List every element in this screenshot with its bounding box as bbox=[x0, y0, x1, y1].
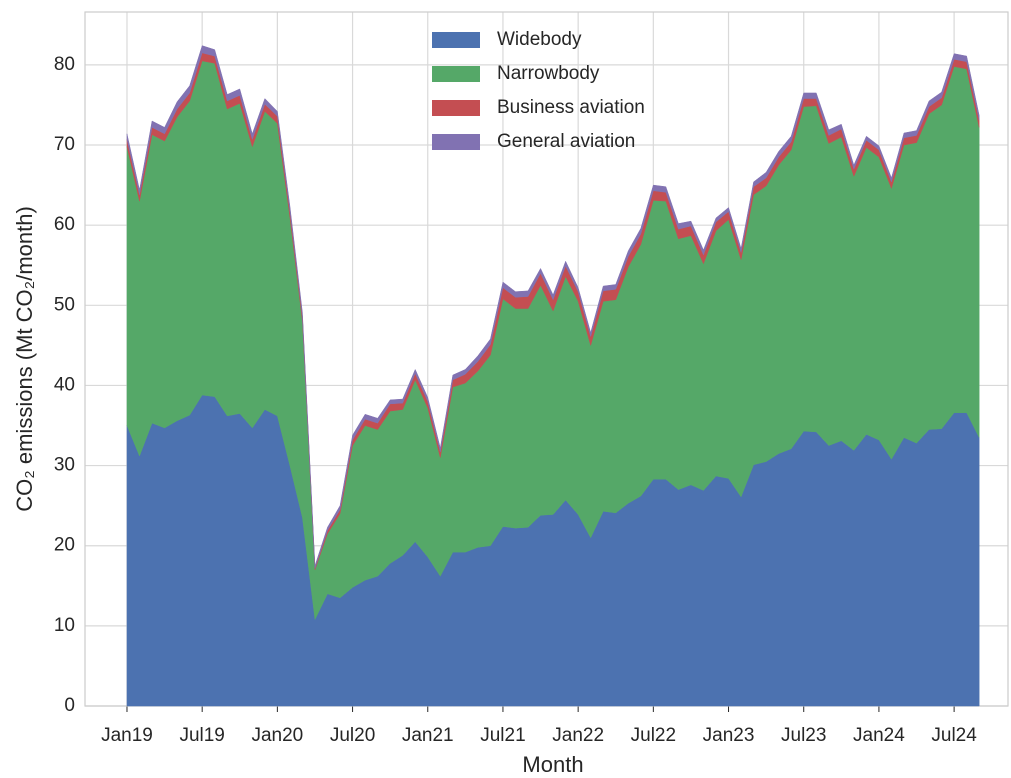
y-tick-label: 70 bbox=[54, 134, 75, 155]
x-tick-label: Jan23 bbox=[703, 725, 755, 746]
legend-label: Widebody bbox=[497, 29, 582, 50]
x-tick-label: Jan22 bbox=[552, 725, 604, 746]
y-tick-label: 20 bbox=[54, 535, 75, 556]
x-tick-label: Jul19 bbox=[179, 725, 224, 746]
x-tick-label: Jan19 bbox=[101, 725, 153, 746]
y-axis-label: CO₂ emissions (Mt CO₂/month) bbox=[12, 206, 37, 512]
legend-swatch bbox=[432, 134, 480, 150]
x-tick-label: Jul20 bbox=[330, 725, 375, 746]
legend-label: Business aviation bbox=[497, 97, 645, 118]
y-tick-label: 80 bbox=[54, 54, 75, 75]
x-tick-label: Jul23 bbox=[781, 725, 826, 746]
x-tick-label: Jan24 bbox=[853, 725, 905, 746]
x-tick-label: Jul24 bbox=[931, 725, 977, 746]
x-tick-label: Jul22 bbox=[631, 725, 676, 746]
y-tick-label: 60 bbox=[54, 214, 75, 235]
y-tick-label: 0 bbox=[64, 695, 75, 716]
y-tick-label: 10 bbox=[54, 615, 75, 636]
x-tick-label: Jul21 bbox=[480, 725, 525, 746]
x-tick-label: Jan21 bbox=[402, 725, 454, 746]
legend-swatch bbox=[432, 66, 480, 82]
x-axis-label: Month bbox=[522, 752, 583, 777]
y-tick-label: 30 bbox=[54, 455, 75, 476]
y-tick-label: 40 bbox=[54, 374, 75, 395]
legend-label: General aviation bbox=[497, 131, 635, 152]
y-tick-label: 50 bbox=[54, 294, 75, 315]
legend-swatch bbox=[432, 32, 480, 48]
x-tick-label: Jan20 bbox=[251, 725, 303, 746]
area bbox=[126, 45, 980, 569]
legend-label: Narrowbody bbox=[497, 63, 600, 84]
legend-swatch bbox=[432, 100, 480, 116]
